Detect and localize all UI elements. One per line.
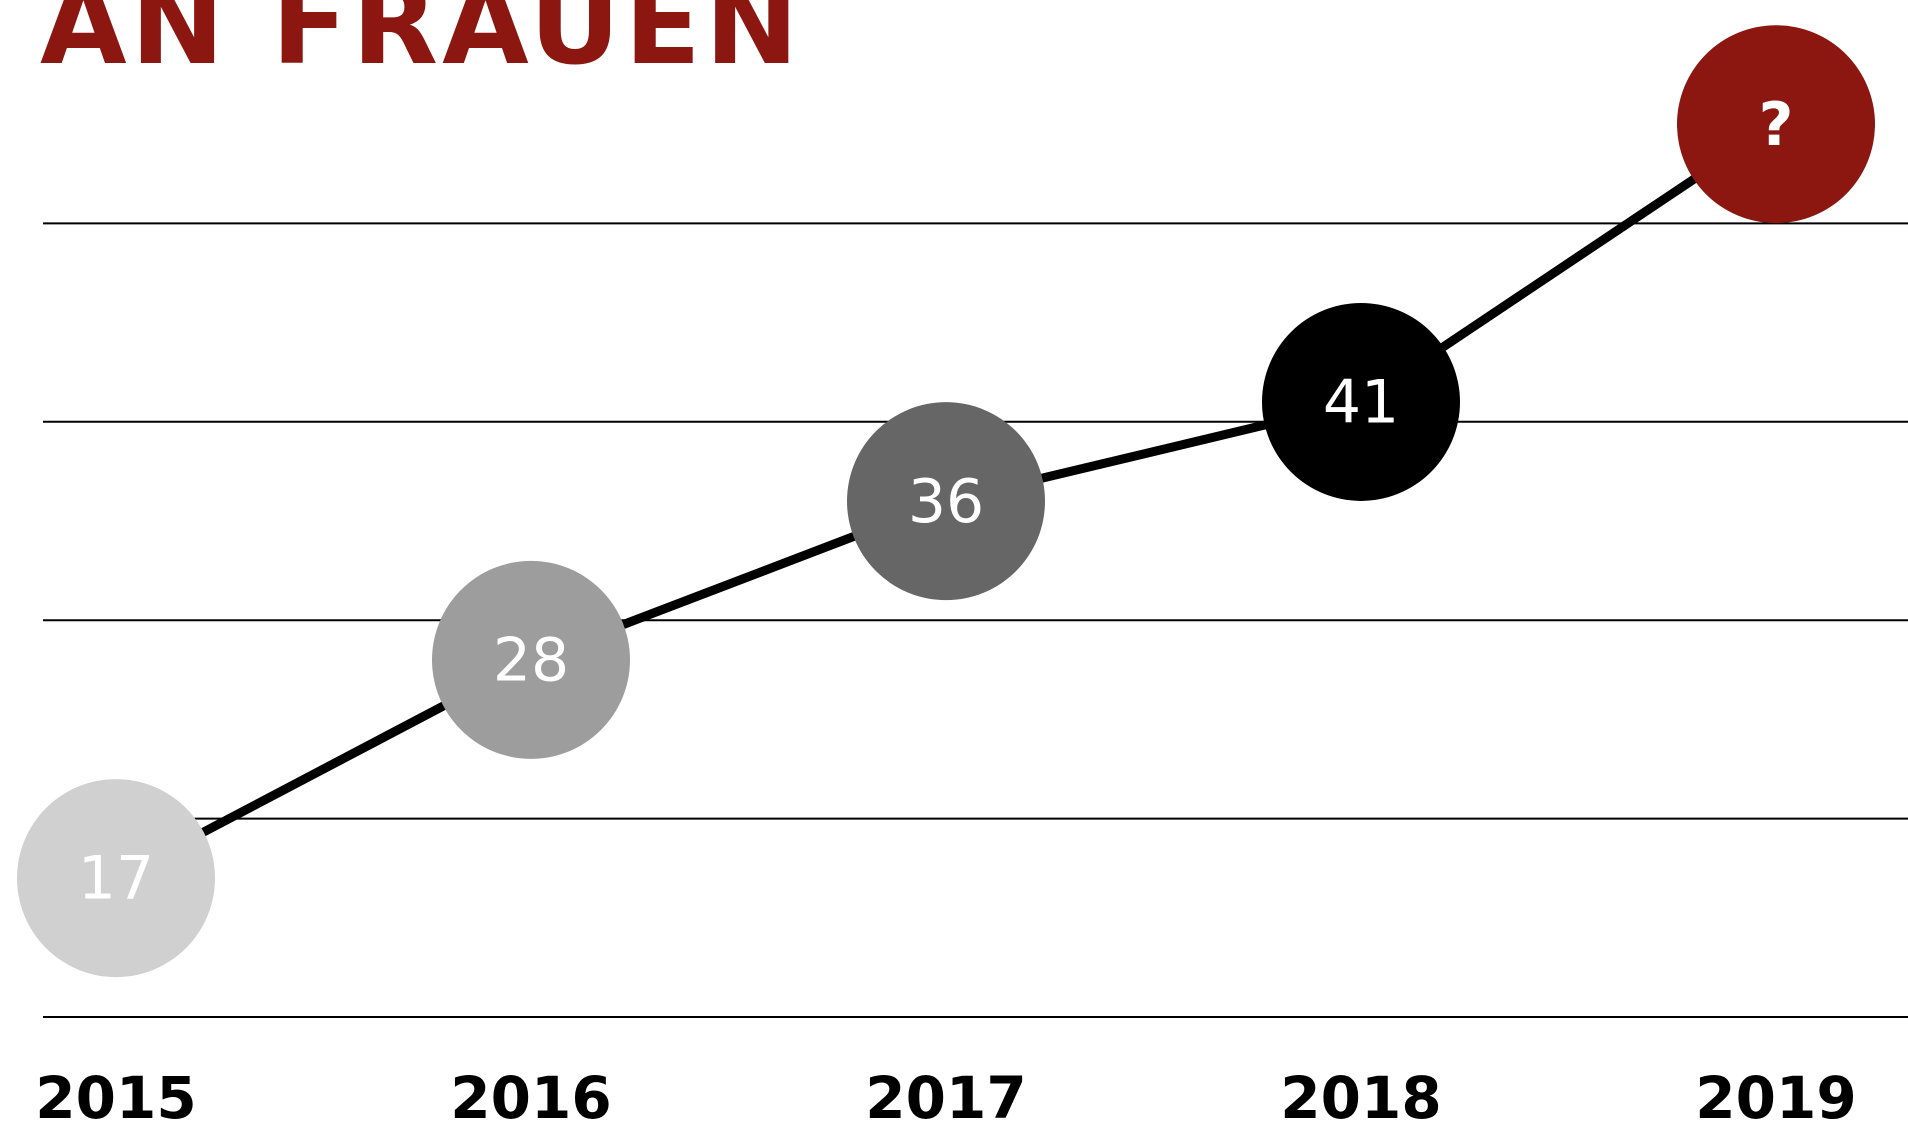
point — [17, 779, 215, 978]
value-label: 28 — [493, 625, 569, 695]
point — [1262, 302, 1460, 501]
x-tick-label: 2017 — [865, 1064, 1026, 1130]
value-label: ? — [1759, 90, 1794, 160]
point — [1677, 25, 1875, 224]
chart-title: AN FRAUEN — [40, 0, 803, 90]
value-label: 41 — [1323, 368, 1399, 438]
x-tick-label: 2019 — [1695, 1064, 1856, 1130]
x-tick-label: 2018 — [1280, 1064, 1441, 1130]
x-tick-label: 2016 — [450, 1064, 611, 1130]
point — [847, 402, 1045, 601]
x-tick-label: 2015 — [35, 1064, 196, 1130]
value-label: 17 — [78, 844, 154, 914]
value-label: 36 — [908, 467, 984, 537]
point — [432, 560, 630, 759]
